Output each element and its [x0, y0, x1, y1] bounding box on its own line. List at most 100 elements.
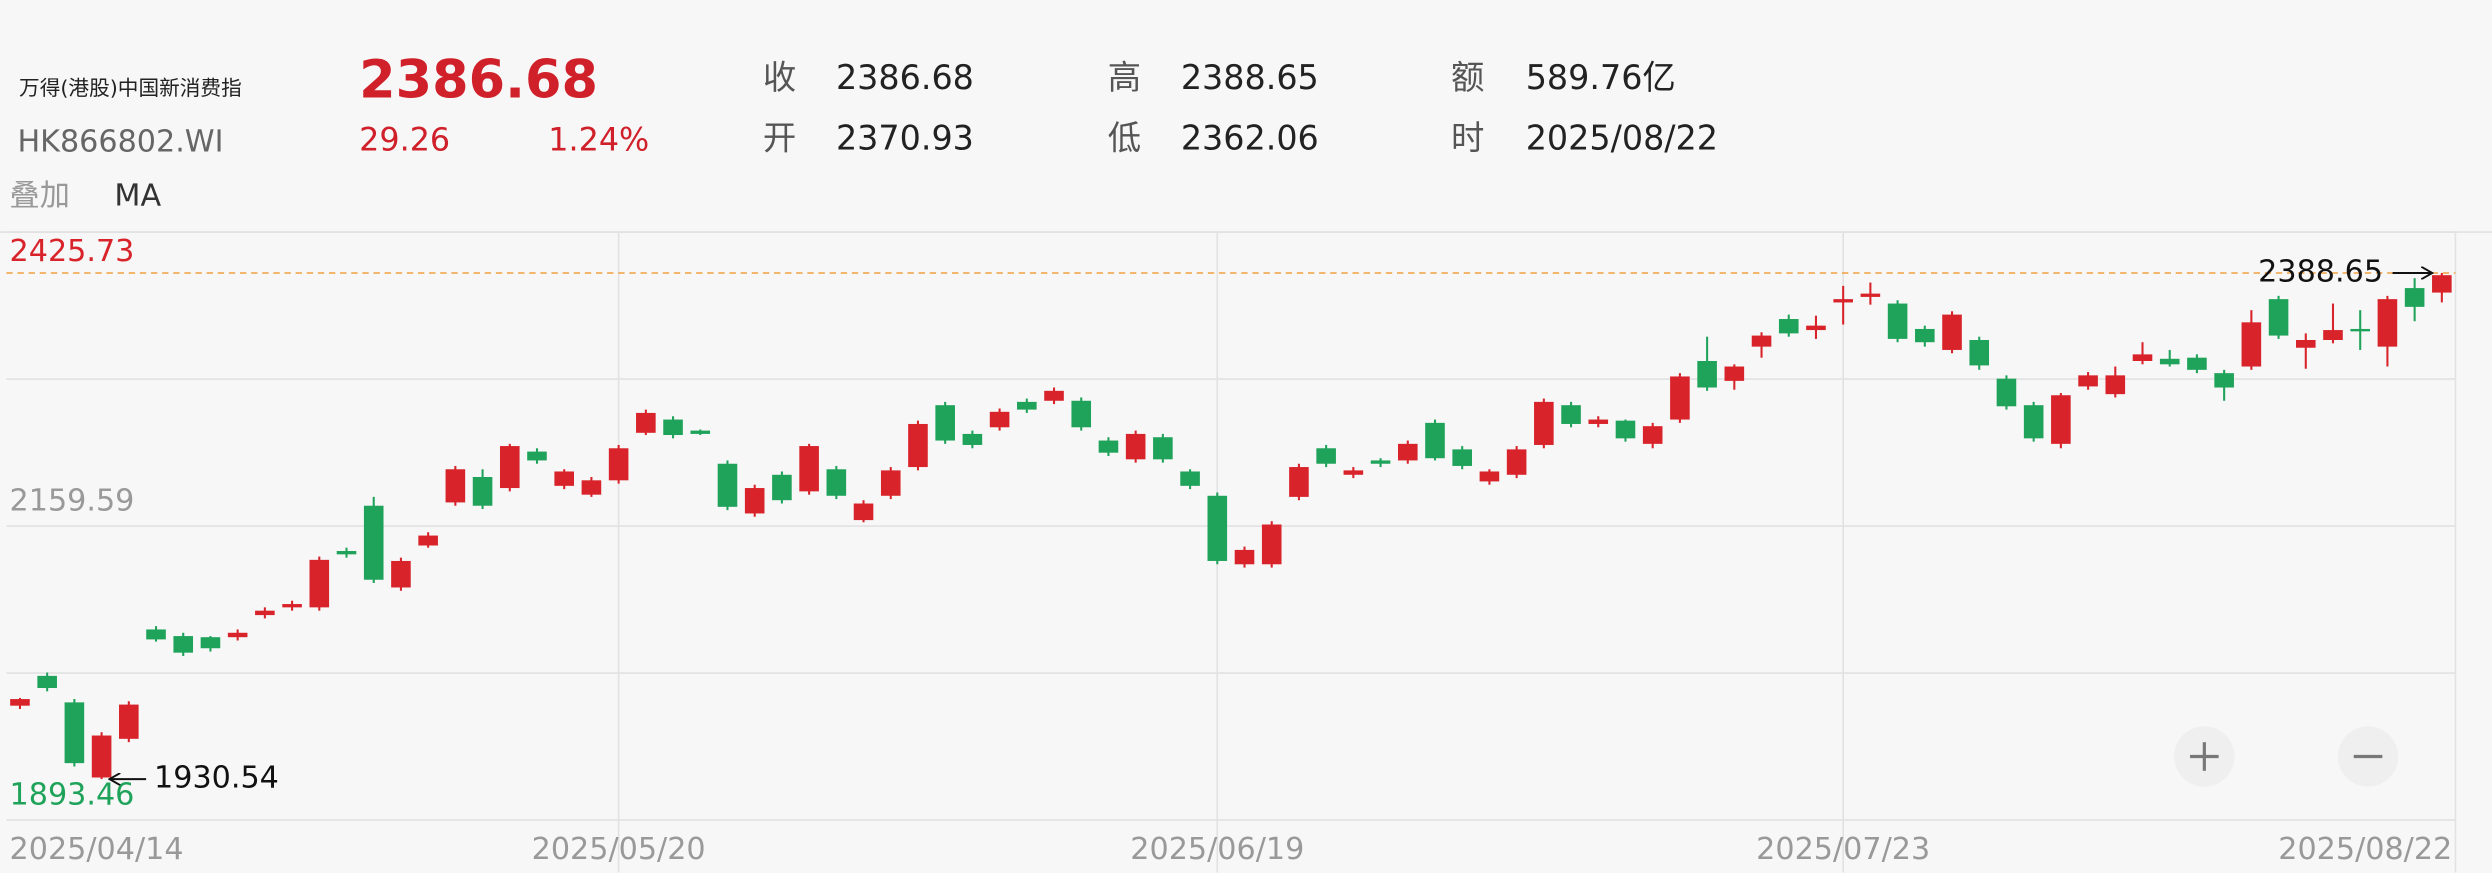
- x-tick-label: 2025/05/20: [532, 832, 706, 867]
- overlay-label[interactable]: 叠加: [10, 179, 70, 214]
- x-tick-label: 2025/04/14: [10, 832, 184, 867]
- candle-body: [309, 559, 330, 608]
- candle-body: [363, 505, 384, 580]
- zoom-in-button[interactable]: [2174, 726, 2235, 787]
- candle-body: [1343, 470, 1364, 475]
- candle-body: [1642, 426, 1663, 444]
- candle-body: [91, 735, 112, 778]
- candle-body: [772, 474, 792, 501]
- candle-body: [2432, 275, 2452, 293]
- candle-body: [717, 463, 738, 507]
- candle-body: [2404, 288, 2425, 307]
- candle-body: [499, 446, 520, 489]
- max-label: 2388.65: [2258, 255, 2383, 290]
- zoom-out-button[interactable]: [2337, 726, 2399, 787]
- quote-label: 时: [1451, 118, 1484, 157]
- x-tick-label: 2025/08/22: [2278, 832, 2452, 867]
- change: 29.26: [359, 122, 450, 158]
- x-tick-label: 2025/07/23: [1756, 832, 1930, 867]
- candle-body: [554, 471, 575, 486]
- quote-value: 589.76亿: [1526, 58, 1676, 97]
- candle-body: [989, 411, 1010, 428]
- candle-body: [2295, 340, 2316, 348]
- candle-body: [119, 704, 139, 739]
- candle-body: [173, 636, 194, 653]
- quote-label: 额: [1451, 58, 1484, 97]
- x-tick-label: 2025/06/19: [1130, 832, 1304, 867]
- candle-body: [1452, 449, 1473, 466]
- candle-body: [2350, 328, 2371, 332]
- candle-body: [2132, 354, 2153, 361]
- overlay-ma[interactable]: MA: [114, 179, 161, 214]
- candle-body: [2023, 405, 2044, 439]
- y-tick-label: 2425.73: [10, 234, 135, 269]
- candle-body: [445, 469, 466, 503]
- candle-body: [418, 535, 438, 546]
- quote-label: 低: [1108, 118, 1141, 157]
- candle-body: [1887, 303, 1908, 339]
- candle-body: [880, 470, 901, 496]
- candle-body: [1833, 299, 1853, 303]
- candle-body: [962, 433, 983, 445]
- candle-body: [636, 412, 656, 433]
- candle-body: [2078, 375, 2098, 387]
- candle-body: [2241, 322, 2262, 367]
- last-price: 2386.68: [359, 49, 598, 110]
- candle-body: [1125, 433, 1146, 460]
- candle-body: [1316, 448, 1336, 464]
- candle-body: [744, 488, 765, 514]
- candle-body: [527, 451, 547, 461]
- candle-body: [200, 637, 221, 649]
- candle-body: [1751, 335, 1772, 347]
- candle-body: [1534, 401, 1554, 445]
- candle-body: [2377, 299, 2398, 347]
- candle-body: [1289, 467, 1309, 497]
- candle-body: [255, 610, 275, 616]
- quote-value: 2388.65: [1181, 58, 1319, 97]
- candle-body: [336, 551, 357, 555]
- candle-body: [146, 629, 166, 640]
- candle-body: [1942, 314, 1962, 350]
- candle-body: [1615, 420, 1636, 439]
- chart: 1893.46 2159.59 2425.73 2025/04/14 2025/05/2…: [0, 231, 2492, 873]
- candle-body: [1479, 471, 1500, 482]
- candle-body: [1017, 401, 1037, 410]
- candle-body: [1370, 460, 1391, 464]
- y-tick-label: 1893.46: [10, 778, 135, 813]
- index-code: HK866802.WI: [17, 125, 223, 160]
- candle-body: [826, 469, 847, 496]
- candle-body: [2214, 373, 2234, 388]
- candle-body: [227, 632, 248, 638]
- candle-body: [282, 604, 302, 608]
- candle-body: [1506, 449, 1527, 475]
- candle-body: [2268, 299, 2289, 336]
- quote-label: 高: [1108, 58, 1141, 97]
- candle-body: [37, 675, 57, 689]
- candle-body: [472, 476, 493, 506]
- quote-value: 2386.68: [836, 58, 974, 97]
- candle-body: [663, 419, 683, 436]
- candle-body: [853, 503, 874, 521]
- candle-body: [2051, 395, 2071, 444]
- quote-value: 2025/08/22: [1526, 118, 1718, 157]
- quote-label: 收: [763, 58, 796, 97]
- candle-body: [1397, 443, 1418, 461]
- candle-body: [1234, 549, 1255, 565]
- candle-body: [1207, 495, 1228, 561]
- candle-body: [581, 480, 602, 495]
- candle-body: [1915, 328, 1935, 343]
- candle-body: [1044, 390, 1064, 401]
- candle-body: [2159, 358, 2180, 365]
- candle-body: [1098, 440, 1119, 453]
- candle-body: [391, 560, 411, 588]
- candle-body: [1153, 437, 1173, 460]
- candle-body: [1261, 524, 1282, 565]
- index-name: 万得(港股)中国新消费指: [19, 76, 242, 100]
- candle-body: [608, 448, 629, 481]
- candle-body: [1778, 319, 1799, 334]
- candle-body: [1588, 419, 1609, 424]
- quote-label: 开: [763, 118, 796, 157]
